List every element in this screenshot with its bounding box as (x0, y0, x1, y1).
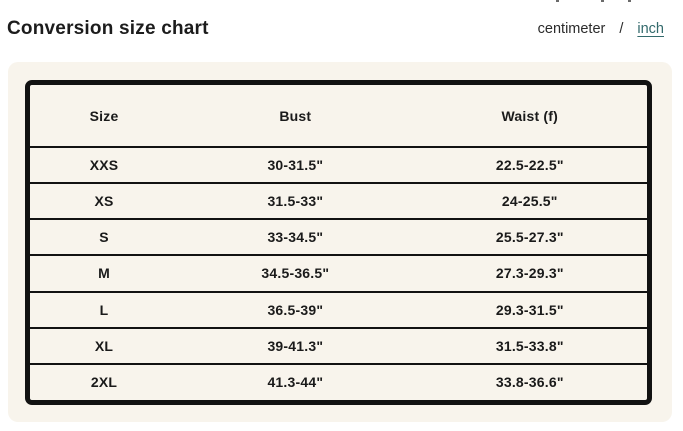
unit-option-inch-link[interactable]: inch (637, 21, 664, 37)
waist-cell: 33.8-36.6" (412, 362, 647, 400)
bust-cell: 36.5-39" (178, 290, 413, 328)
bust-cell: 34.5-36.5" (178, 254, 413, 292)
bust-cell: 30-31.5" (178, 145, 413, 184)
size-cell: XL (30, 326, 179, 364)
table-row: L 36.5-39" 29.3-31.5" (30, 290, 647, 328)
chart-header: Conversion size chart centimeter / inch (7, 18, 664, 40)
waist-cell: 27.3-29.3" (412, 254, 647, 292)
size-cell: S (30, 218, 179, 256)
waist-cell: 29.3-31.5" (412, 290, 647, 328)
table-row: 2XL 41.3-44" 33.8-36.6" (30, 362, 647, 400)
column-header-waist: Waist (f) (501, 107, 559, 124)
size-cell: M (30, 254, 179, 292)
column-header-bust: Bust (279, 107, 312, 124)
waist-cell: 25.5-27.3" (412, 218, 647, 256)
waist-cell: 22.5-22.5" (412, 145, 647, 184)
table-row: M 34.5-36.5" 27.3-29.3" (30, 254, 647, 292)
size-cell: L (30, 290, 179, 328)
size-cell: XS (30, 182, 179, 220)
column-header-size: Size (89, 107, 119, 124)
waist-cell: 24-25.5" (412, 182, 647, 220)
waist-cell: 31.5-33.8" (412, 326, 647, 364)
size-chart-panel: Size Bust Waist (f) XXS 30-31.5" 22.5-22… (8, 62, 672, 422)
table-row: XS 31.5-33" 24-25.5" (30, 182, 647, 220)
table-row: S 33-34.5" 25.5-27.3" (30, 218, 647, 256)
unit-toggle-separator: / (619, 21, 624, 37)
bust-cell: 39-41.3" (178, 326, 413, 364)
table-header-row: Size Bust Waist (f) (30, 85, 647, 147)
table-row: XXS 30-31.5" 22.5-22.5" (30, 145, 647, 184)
bust-cell: 33-34.5" (178, 218, 413, 256)
cutoff-text-artifact (556, 0, 559, 2)
cutoff-text-artifact (628, 0, 631, 2)
bust-cell: 31.5-33" (178, 182, 413, 220)
unit-toggle: centimeter / inch (538, 21, 664, 37)
size-cell: XXS (30, 145, 179, 184)
bust-cell: 41.3-44" (178, 362, 413, 400)
size-chart-table: Size Bust Waist (f) XXS 30-31.5" 22.5-22… (25, 80, 652, 405)
unit-option-centimeter[interactable]: centimeter (537, 21, 606, 37)
page-title: Conversion size chart (7, 18, 209, 39)
size-cell: 2XL (30, 362, 179, 400)
table-row: XL 39-41.3" 31.5-33.8" (30, 326, 647, 364)
cutoff-text-artifact (601, 0, 604, 2)
